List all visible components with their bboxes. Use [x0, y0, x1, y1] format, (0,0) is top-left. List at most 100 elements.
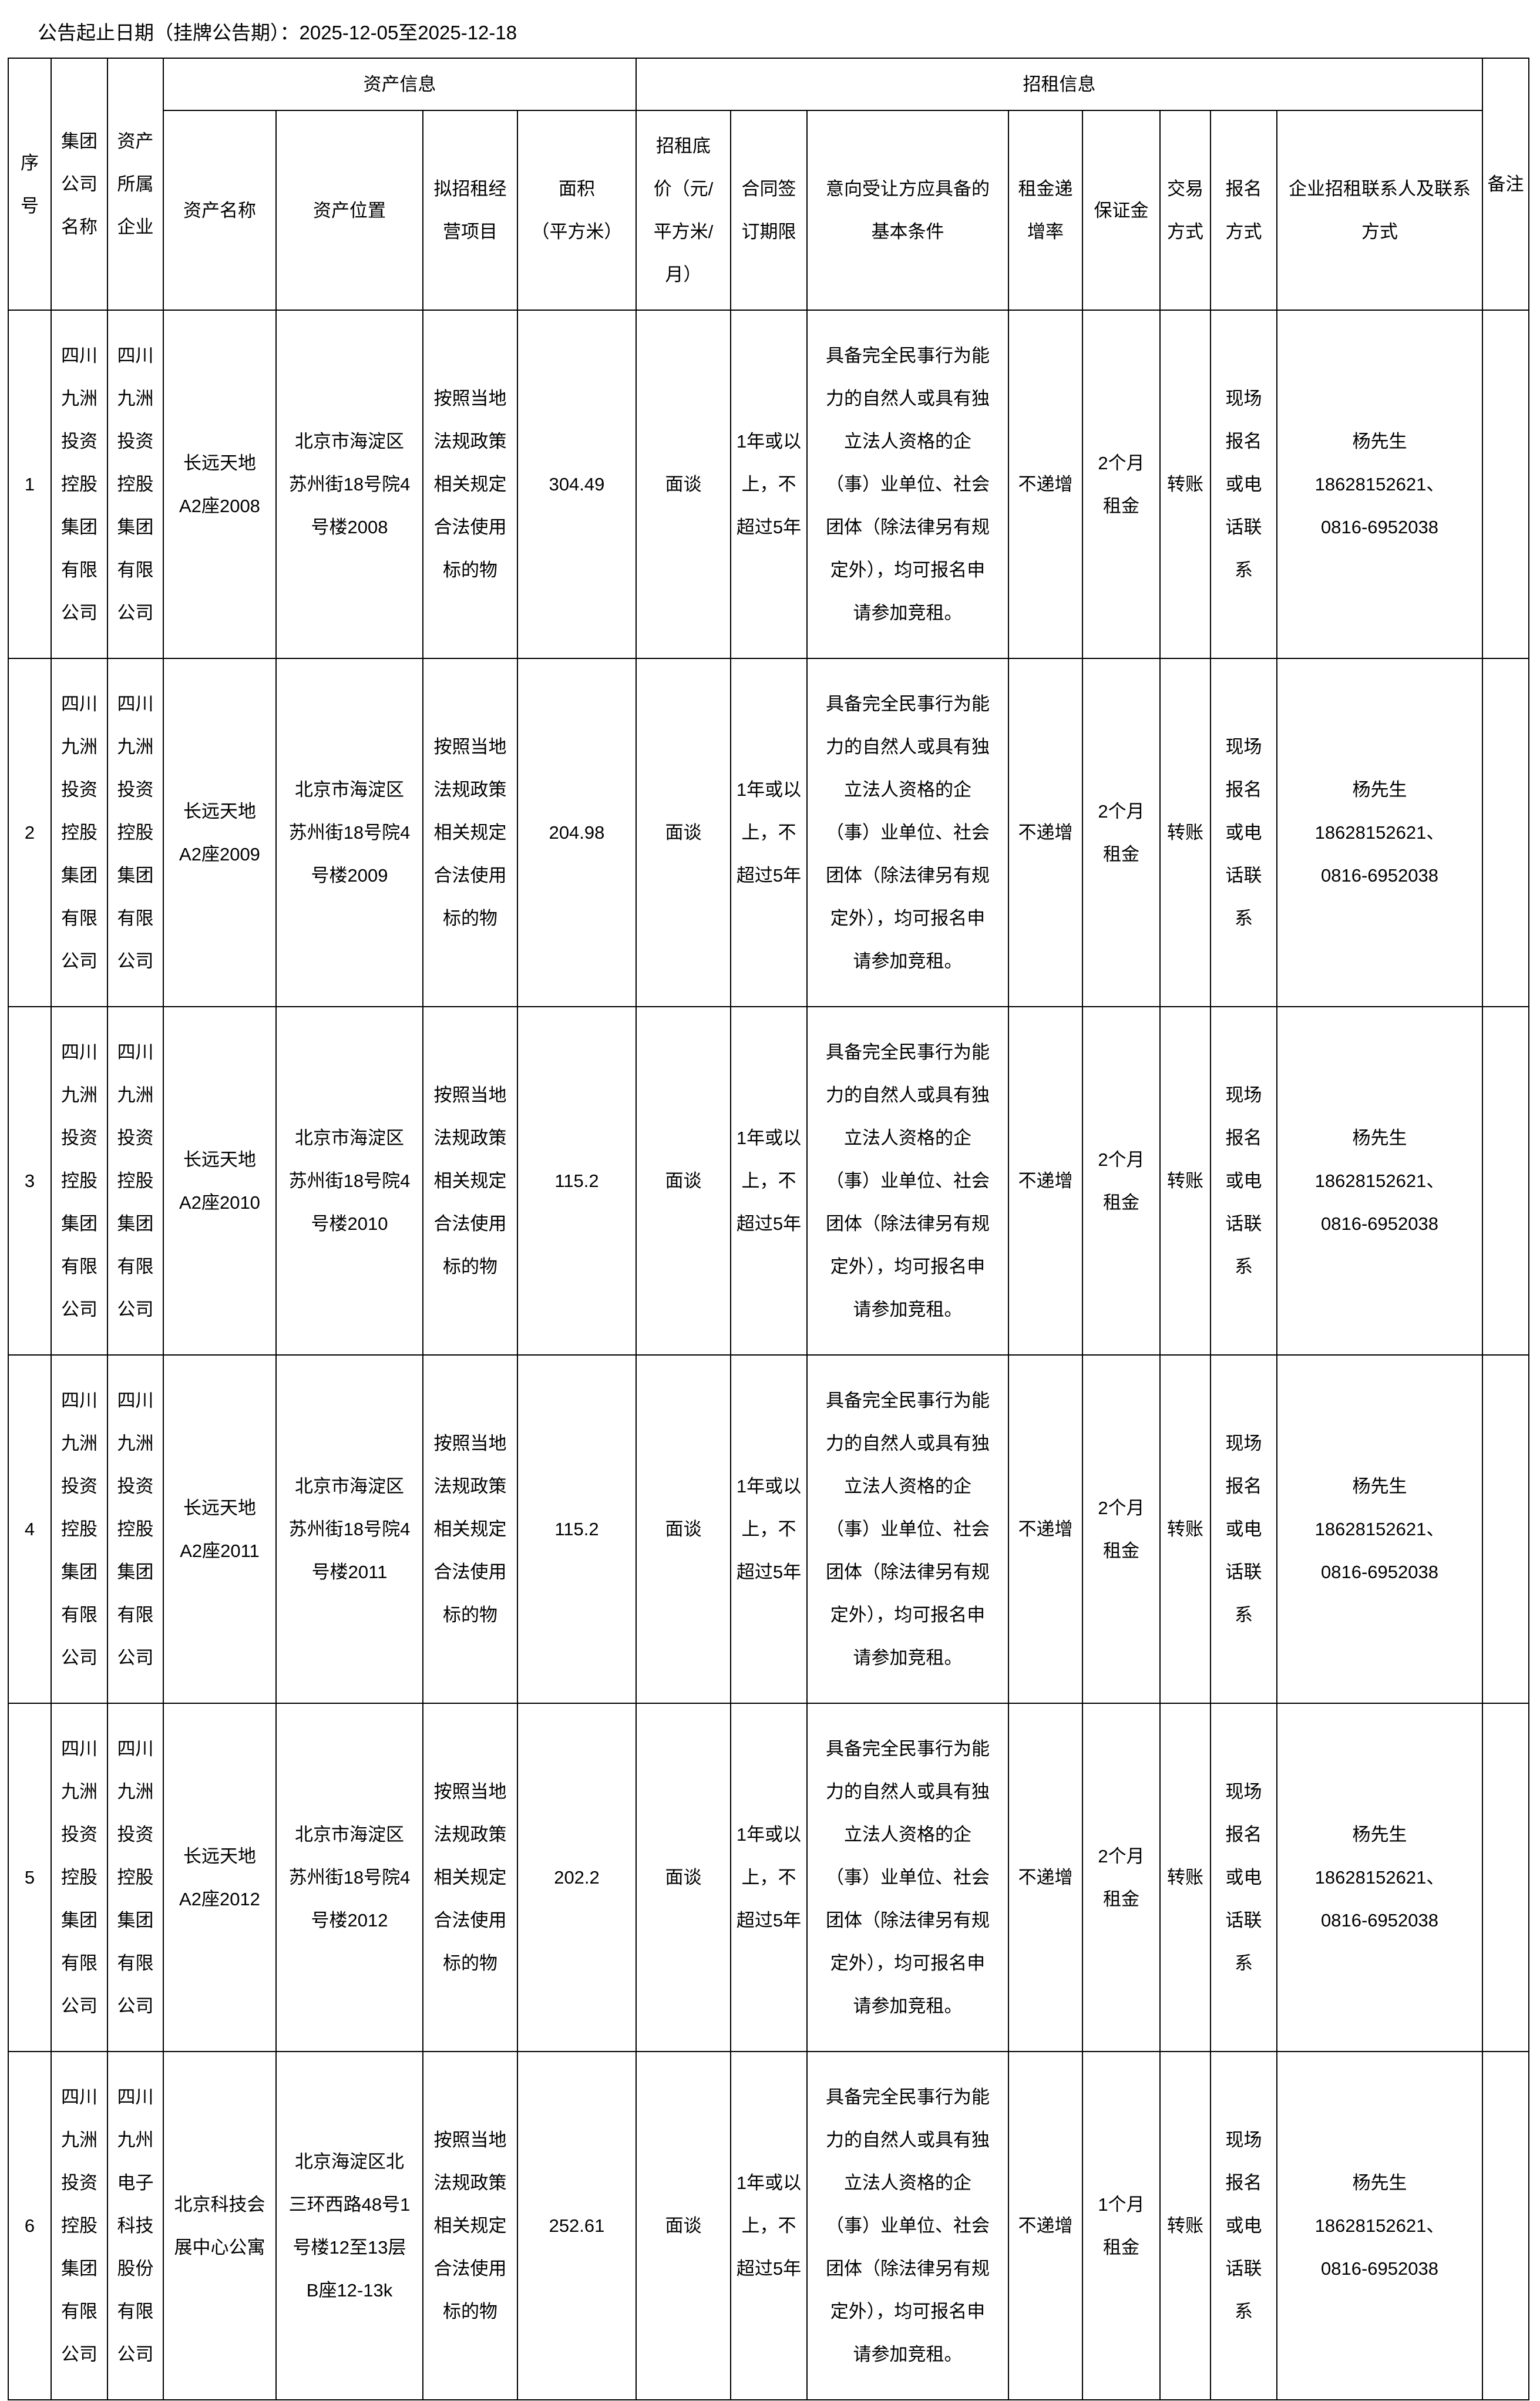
cell-base-price: 面谈: [635, 658, 731, 1007]
cell-asset-name: 长远天地 A2座2010: [163, 1006, 277, 1356]
header-group-row: 序 号 集团 公司 名称 资产 所属 企业 资产信息 招租信息 备注: [8, 58, 1529, 311]
cell-base-price: 面谈: [635, 310, 731, 659]
cell-area: 204.98: [517, 658, 637, 1007]
cell-group-company: 四川 九洲 投资 控股 集团 有限 公司: [51, 1006, 108, 1356]
cell-project: 按照当地 法规政策 相关规定 合法使用 标的物: [422, 1006, 518, 1356]
cell-area: 252.61: [517, 2051, 637, 2400]
cell-deposit: 2个月 租金: [1082, 1006, 1161, 1356]
header-remark: 备注: [1482, 58, 1529, 311]
cell-contact: 杨先生 18628152621、 0816-6952038: [1276, 1703, 1483, 2052]
cell-remark: [1482, 1703, 1529, 2052]
cell-deposit: 1个月 租金: [1082, 2051, 1161, 2400]
cell-conditions: 具备完全民事行为能 力的自然人或具有独 立法人资格的企 （事）业单位、社会 团体…: [806, 658, 1009, 1007]
cell-asset-name: 长远天地 A2座2009: [163, 658, 277, 1007]
cell-remark: [1482, 2051, 1529, 2400]
cell-remark: [1482, 310, 1529, 659]
cell-seq: 3: [8, 1006, 52, 1356]
cell-contract-term: 1年或以 上，不 超过5年: [730, 2051, 808, 2400]
cell-contract-term: 1年或以 上，不 超过5年: [730, 1703, 808, 2052]
cell-registration: 现场 报名 或电 话联 系: [1210, 2051, 1277, 2400]
cell-contact: 杨先生 18628152621、 0816-6952038: [1276, 1354, 1483, 1704]
cell-asset-location: 北京市海淀区 苏州街18号院4 号楼2012: [275, 1703, 423, 2052]
cell-seq: 1: [8, 310, 52, 659]
table-row: 4 四川 九洲 投资 控股 集团 有限 公司 四川 九洲 投资 控股 集团 有限…: [8, 1354, 1529, 1704]
cell-asset-name: 长远天地 A2座2012: [163, 1703, 277, 2052]
cell-project: 按照当地 法规政策 相关规定 合法使用 标的物: [422, 310, 518, 659]
header-group-asset-info: 资产信息: [163, 58, 637, 111]
cell-transaction: 转账: [1159, 310, 1211, 659]
cell-area: 115.2: [517, 1354, 637, 1704]
cell-owner-company: 四川 九洲 投资 控股 集团 有限 公司: [107, 1006, 164, 1356]
header-asset-location: 资产位置: [275, 110, 423, 311]
leasing-assets-table: 序 号 集团 公司 名称 资产 所属 企业 资产信息 招租信息 备注 资产名称 …: [8, 58, 1529, 2400]
cell-asset-name: 北京科技会 展中心公寓: [163, 2051, 277, 2400]
cell-owner-company: 四川 九州 电子 科技 股份 有限 公司: [107, 2051, 164, 2400]
cell-contact: 杨先生 18628152621、 0816-6952038: [1276, 310, 1483, 659]
cell-rent-increase: 不递增: [1008, 1006, 1083, 1356]
cell-base-price: 面谈: [635, 1354, 731, 1704]
announcement-period-title: 公告起止日期（挂牌公告期）：2025-12-05至2025-12-18: [38, 22, 517, 43]
cell-remark: [1482, 658, 1529, 1007]
cell-conditions: 具备完全民事行为能 力的自然人或具有独 立法人资格的企 （事）业单位、社会 团体…: [806, 2051, 1009, 2400]
cell-rent-increase: 不递增: [1008, 310, 1083, 659]
table-row: 1 四川 九洲 投资 控股 集团 有限 公司 四川 九洲 投资 控股 集团 有限…: [8, 310, 1529, 659]
cell-group-company: 四川 九洲 投资 控股 集团 有限 公司: [51, 658, 108, 1007]
cell-transaction: 转账: [1159, 1354, 1211, 1704]
cell-registration: 现场 报名 或电 话联 系: [1210, 1354, 1277, 1704]
cell-asset-name: 长远天地 A2座2011: [163, 1354, 277, 1704]
cell-owner-company: 四川 九洲 投资 控股 集团 有限 公司: [107, 310, 164, 659]
cell-group-company: 四川 九洲 投资 控股 集团 有限 公司: [51, 1354, 108, 1704]
cell-base-price: 面谈: [635, 1703, 731, 2052]
cell-rent-increase: 不递增: [1008, 1354, 1083, 1704]
cell-conditions: 具备完全民事行为能 力的自然人或具有独 立法人资格的企 （事）业单位、社会 团体…: [806, 1354, 1009, 1704]
cell-registration: 现场 报名 或电 话联 系: [1210, 1703, 1277, 2052]
header-group-company: 集团 公司 名称: [51, 58, 108, 311]
cell-registration: 现场 报名 或电 话联 系: [1210, 310, 1277, 659]
header-project: 拟招租经 营项目: [422, 110, 518, 311]
cell-area: 202.2: [517, 1703, 637, 2052]
cell-registration: 现场 报名 或电 话联 系: [1210, 658, 1277, 1007]
cell-owner-company: 四川 九洲 投资 控股 集团 有限 公司: [107, 1354, 164, 1704]
cell-base-price: 面谈: [635, 2051, 731, 2400]
cell-base-price: 面谈: [635, 1006, 731, 1356]
table-row: 5 四川 九洲 投资 控股 集团 有限 公司 四川 九洲 投资 控股 集团 有限…: [8, 1703, 1529, 2052]
cell-deposit: 2个月 租金: [1082, 1354, 1161, 1704]
table-row: 2 四川 九洲 投资 控股 集团 有限 公司 四川 九洲 投资 控股 集团 有限…: [8, 658, 1529, 1007]
cell-remark: [1482, 1354, 1529, 1704]
cell-rent-increase: 不递增: [1008, 2051, 1083, 2400]
cell-contract-term: 1年或以 上，不 超过5年: [730, 310, 808, 659]
cell-asset-location: 北京海淀区北 三环西路48号1 号楼12至13层 B座12-13k: [275, 2051, 423, 2400]
cell-deposit: 2个月 租金: [1082, 658, 1161, 1007]
header-rent-increase: 租金递 增率: [1008, 110, 1083, 311]
cell-rent-increase: 不递增: [1008, 1703, 1083, 2052]
cell-contract-term: 1年或以 上，不 超过5年: [730, 658, 808, 1007]
cell-conditions: 具备完全民事行为能 力的自然人或具有独 立法人资格的企 （事）业单位、社会 团体…: [806, 1006, 1009, 1356]
header-registration: 报名 方式: [1210, 110, 1277, 311]
header-seq: 序 号: [8, 58, 52, 311]
cell-group-company: 四川 九洲 投资 控股 集团 有限 公司: [51, 310, 108, 659]
cell-contact: 杨先生 18628152621、 0816-6952038: [1276, 1006, 1483, 1356]
cell-project: 按照当地 法规政策 相关规定 合法使用 标的物: [422, 2051, 518, 2400]
header-base-price: 招租底 价（元/ 平方米/ 月）: [635, 110, 731, 311]
header-contract-term: 合同签 订期限: [730, 110, 808, 311]
cell-transaction: 转账: [1159, 1703, 1211, 2052]
cell-asset-location: 北京市海淀区 苏州街18号院4 号楼2009: [275, 658, 423, 1007]
cell-remark: [1482, 1006, 1529, 1356]
header-owner-company: 资产 所属 企业: [107, 58, 164, 311]
header-group-leasing-info: 招租信息: [635, 58, 1483, 111]
cell-asset-location: 北京市海淀区 苏州街18号院4 号楼2010: [275, 1006, 423, 1356]
cell-seq: 2: [8, 658, 52, 1007]
cell-contract-term: 1年或以 上，不 超过5年: [730, 1006, 808, 1356]
cell-area: 115.2: [517, 1006, 637, 1356]
header-deposit: 保证金: [1082, 110, 1161, 311]
cell-seq: 5: [8, 1703, 52, 2052]
cell-project: 按照当地 法规政策 相关规定 合法使用 标的物: [422, 1703, 518, 2052]
cell-transaction: 转账: [1159, 658, 1211, 1007]
cell-group-company: 四川 九洲 投资 控股 集团 有限 公司: [51, 2051, 108, 2400]
cell-owner-company: 四川 九洲 投资 控股 集团 有限 公司: [107, 658, 164, 1007]
cell-registration: 现场 报名 或电 话联 系: [1210, 1006, 1277, 1356]
cell-conditions: 具备完全民事行为能 力的自然人或具有独 立法人资格的企 （事）业单位、社会 团体…: [806, 310, 1009, 659]
cell-area: 304.49: [517, 310, 637, 659]
cell-contract-term: 1年或以 上，不 超过5年: [730, 1354, 808, 1704]
